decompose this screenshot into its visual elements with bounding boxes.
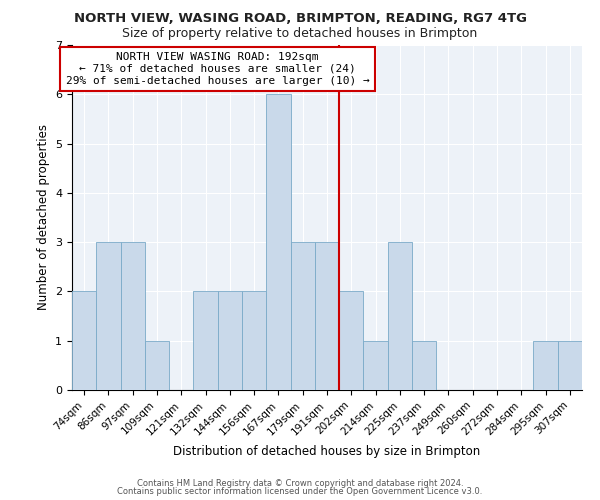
X-axis label: Distribution of detached houses by size in Brimpton: Distribution of detached houses by size … bbox=[173, 445, 481, 458]
Bar bbox=[96, 242, 121, 390]
Bar bbox=[218, 292, 242, 390]
Text: Size of property relative to detached houses in Brimpton: Size of property relative to detached ho… bbox=[122, 28, 478, 40]
Bar bbox=[242, 292, 266, 390]
Text: NORTH VIEW WASING ROAD: 192sqm
← 71% of detached houses are smaller (24)
29% of : NORTH VIEW WASING ROAD: 192sqm ← 71% of … bbox=[66, 52, 370, 86]
Text: NORTH VIEW, WASING ROAD, BRIMPTON, READING, RG7 4TG: NORTH VIEW, WASING ROAD, BRIMPTON, READI… bbox=[74, 12, 527, 26]
Bar bbox=[315, 242, 339, 390]
Bar bbox=[193, 292, 218, 390]
Text: Contains public sector information licensed under the Open Government Licence v3: Contains public sector information licen… bbox=[118, 487, 482, 496]
Bar bbox=[266, 94, 290, 390]
Bar bbox=[121, 242, 145, 390]
Bar bbox=[72, 292, 96, 390]
Bar bbox=[145, 340, 169, 390]
Bar bbox=[290, 242, 315, 390]
Text: Contains HM Land Registry data © Crown copyright and database right 2024.: Contains HM Land Registry data © Crown c… bbox=[137, 478, 463, 488]
Bar bbox=[533, 340, 558, 390]
Y-axis label: Number of detached properties: Number of detached properties bbox=[37, 124, 50, 310]
Bar bbox=[339, 292, 364, 390]
Bar bbox=[412, 340, 436, 390]
Bar bbox=[558, 340, 582, 390]
Bar bbox=[388, 242, 412, 390]
Bar bbox=[364, 340, 388, 390]
